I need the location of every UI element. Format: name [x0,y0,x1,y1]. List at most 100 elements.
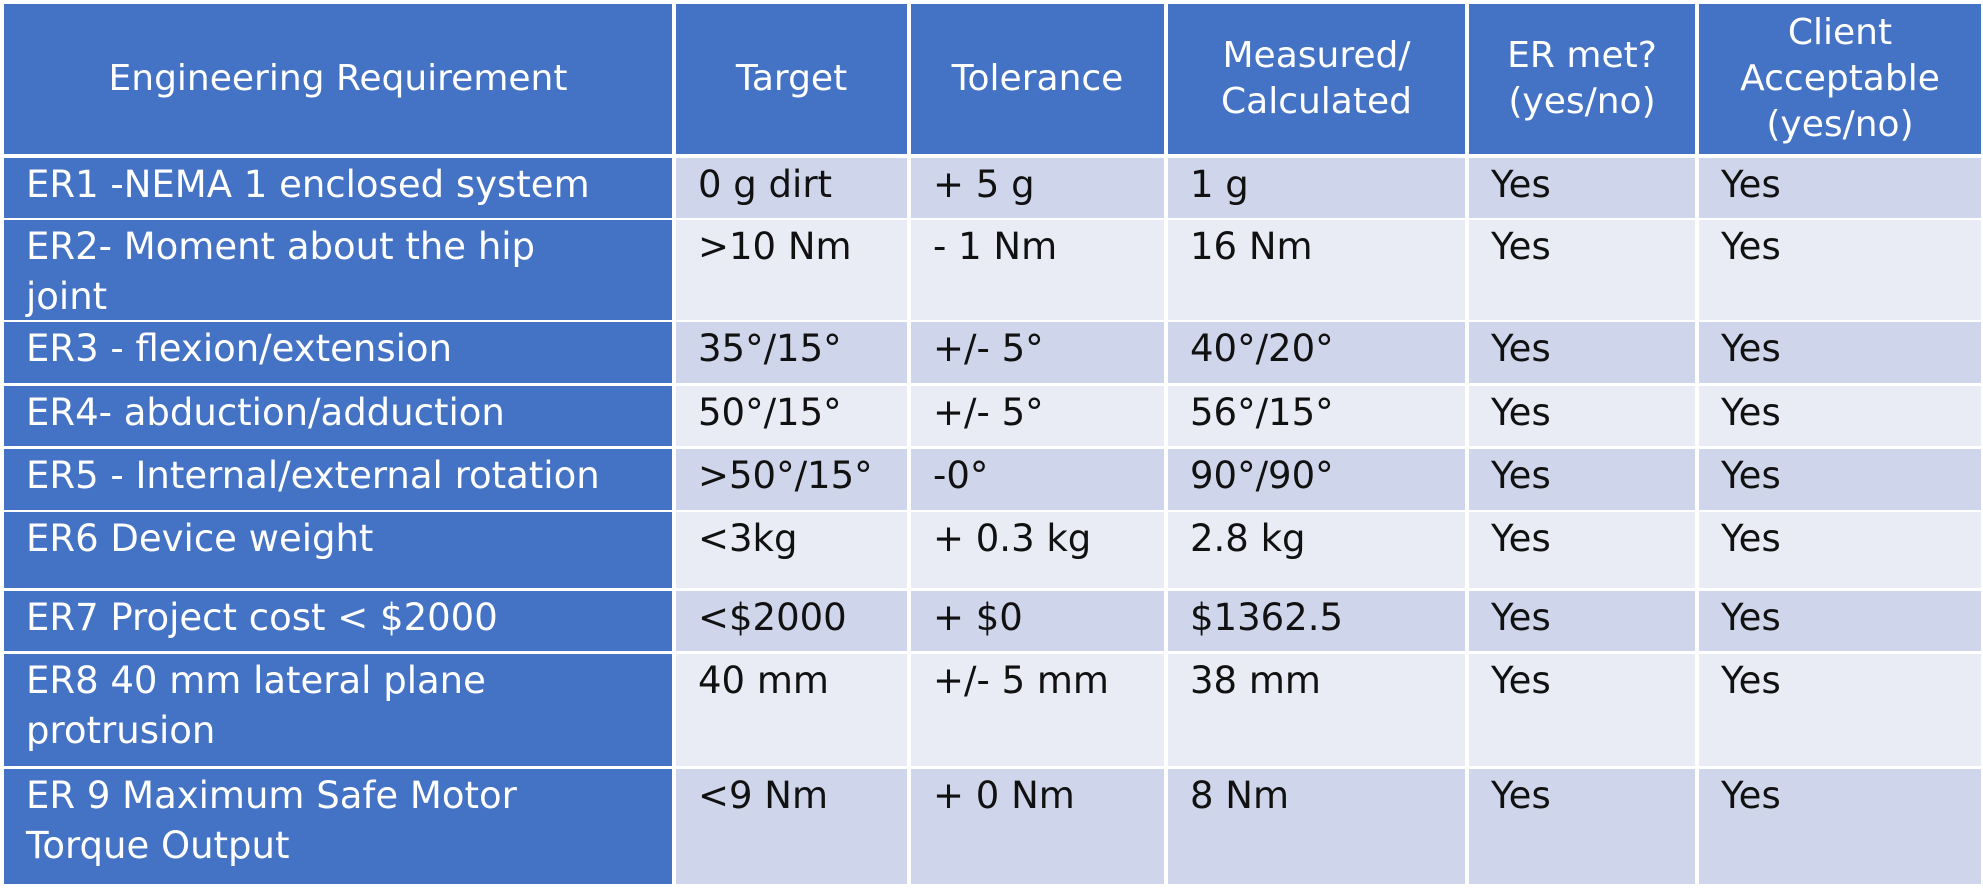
cell-text: Yes [1721,163,1781,206]
cell-text: 35°/15° [698,327,842,370]
value-cell: 40°/20° [1168,322,1465,383]
value-cell: Yes [1469,220,1695,320]
value-cell: Yes [1469,322,1695,383]
value-cell: Yes [1469,386,1695,446]
cell-text: - 1 Nm [933,225,1058,268]
value-cell: + 5 g [911,158,1164,218]
cell-text: joint [26,275,108,318]
cell-text: +/- 5 mm [933,659,1109,702]
cell-text: -0° [933,454,989,497]
cell-text: ER4- abduction/adduction [26,391,505,434]
value-cell: Yes [1699,591,1981,651]
header-cell: Target [676,4,907,154]
value-cell: +/- 5° [911,386,1164,446]
cell-text: 38 mm [1190,659,1321,702]
value-cell: +/- 5° [911,322,1164,383]
value-cell: 90°/90° [1168,449,1465,510]
cell-text: 1 g [1190,163,1249,206]
cell-text: + $0 [933,596,1023,639]
requirement-cell: ER1 -NEMA 1 enclosed system [4,158,672,218]
value-cell: -0° [911,449,1164,510]
cell-text: ER5 - Internal/external rotation [26,454,600,497]
cell-text: Yes [1491,774,1551,817]
value-cell: - 1 Nm [911,220,1164,320]
cell-text: Yes [1721,517,1781,560]
requirement-cell: ER6 Device weight [4,512,672,588]
cell-text: ER7 Project cost < $2000 [26,596,498,639]
cell-text: 40°/20° [1190,327,1334,370]
cell-text: 40 mm [698,659,829,702]
cell-text: Engineering Requirement [108,58,568,99]
cell-text: $1362.5 [1190,596,1344,639]
cell-text: ER8 40 mm lateral plane [26,659,486,702]
cell-text: ER2- Moment about the hip [26,225,536,268]
cell-text: 50°/15° [698,391,842,434]
cell-text: Torque Output [26,824,290,867]
cell-text: <9 Nm [698,774,829,817]
value-cell: Yes [1699,158,1981,218]
value-cell: 50°/15° [676,386,907,446]
cell-text: Yes [1491,391,1551,434]
requirement-cell: ER4- abduction/adduction [4,386,672,446]
cell-text: +/- 5° [933,391,1044,434]
cell-text: + 0.3 kg [933,517,1092,560]
cell-text: Yes [1721,327,1781,370]
cell-text: Yes [1491,327,1551,370]
header-cell: Engineering Requirement [4,4,672,154]
value-cell: Yes [1699,512,1981,588]
cell-text: 56°/15° [1190,391,1334,434]
cell-text: Yes [1491,454,1551,497]
value-cell: 1 g [1168,158,1465,218]
value-cell: Yes [1699,322,1981,383]
cell-text: Yes [1721,659,1781,702]
cell-text: 8 Nm [1190,774,1290,817]
cell-text: (yes/no) [1508,81,1656,122]
value-cell: 38 mm [1168,654,1465,766]
cell-text: Yes [1491,225,1551,268]
header-cell: Tolerance [911,4,1164,154]
cell-text: Yes [1721,774,1781,817]
value-cell: <$2000 [676,591,907,651]
cell-text: ER met? [1507,35,1657,76]
cell-text: Yes [1491,659,1551,702]
cell-text: Tolerance [951,58,1124,99]
value-cell: Yes [1469,512,1695,588]
value-cell: Yes [1469,158,1695,218]
value-cell: >50°/15° [676,449,907,510]
value-cell: Yes [1469,769,1695,884]
cell-text: Target [735,58,848,99]
value-cell: 40 mm [676,654,907,766]
value-cell: Yes [1469,591,1695,651]
requirement-cell: ER2- Moment about the hip joint [4,220,672,320]
requirement-cell: ER8 40 mm lateral plane protrusion [4,654,672,766]
cell-text: Yes [1491,596,1551,639]
value-cell: >10 Nm [676,220,907,320]
value-cell: + 0 Nm [911,769,1164,884]
value-cell: +/- 5 mm [911,654,1164,766]
cell-text: 16 Nm [1190,225,1313,268]
value-cell: Yes [1699,386,1981,446]
cell-text: (yes/no) [1766,104,1914,145]
value-cell: 8 Nm [1168,769,1465,884]
requirement-cell: ER7 Project cost < $2000 [4,591,672,651]
value-cell: Yes [1699,769,1981,884]
header-cell: ER met? (yes/no) [1469,4,1695,154]
cell-text: ER1 -NEMA 1 enclosed system [26,163,590,206]
value-cell: 35°/15° [676,322,907,383]
cell-text: + 0 Nm [933,774,1075,817]
cell-text: >10 Nm [698,225,852,268]
cell-text: Client [1787,12,1893,53]
value-cell: + $0 [911,591,1164,651]
cell-text: Yes [1491,163,1551,206]
value-cell: + 0.3 kg [911,512,1164,588]
cell-text: protrusion [26,709,216,752]
value-cell: $1362.5 [1168,591,1465,651]
cell-text: ER3 - flexion/extension [26,327,453,370]
value-cell: <9 Nm [676,769,907,884]
cell-text: <$2000 [698,596,847,639]
requirement-cell: ER3 - flexion/extension [4,322,672,383]
value-cell: Yes [1699,654,1981,766]
cell-text: Acceptable [1740,58,1940,99]
value-cell: 0 g dirt [676,158,907,218]
